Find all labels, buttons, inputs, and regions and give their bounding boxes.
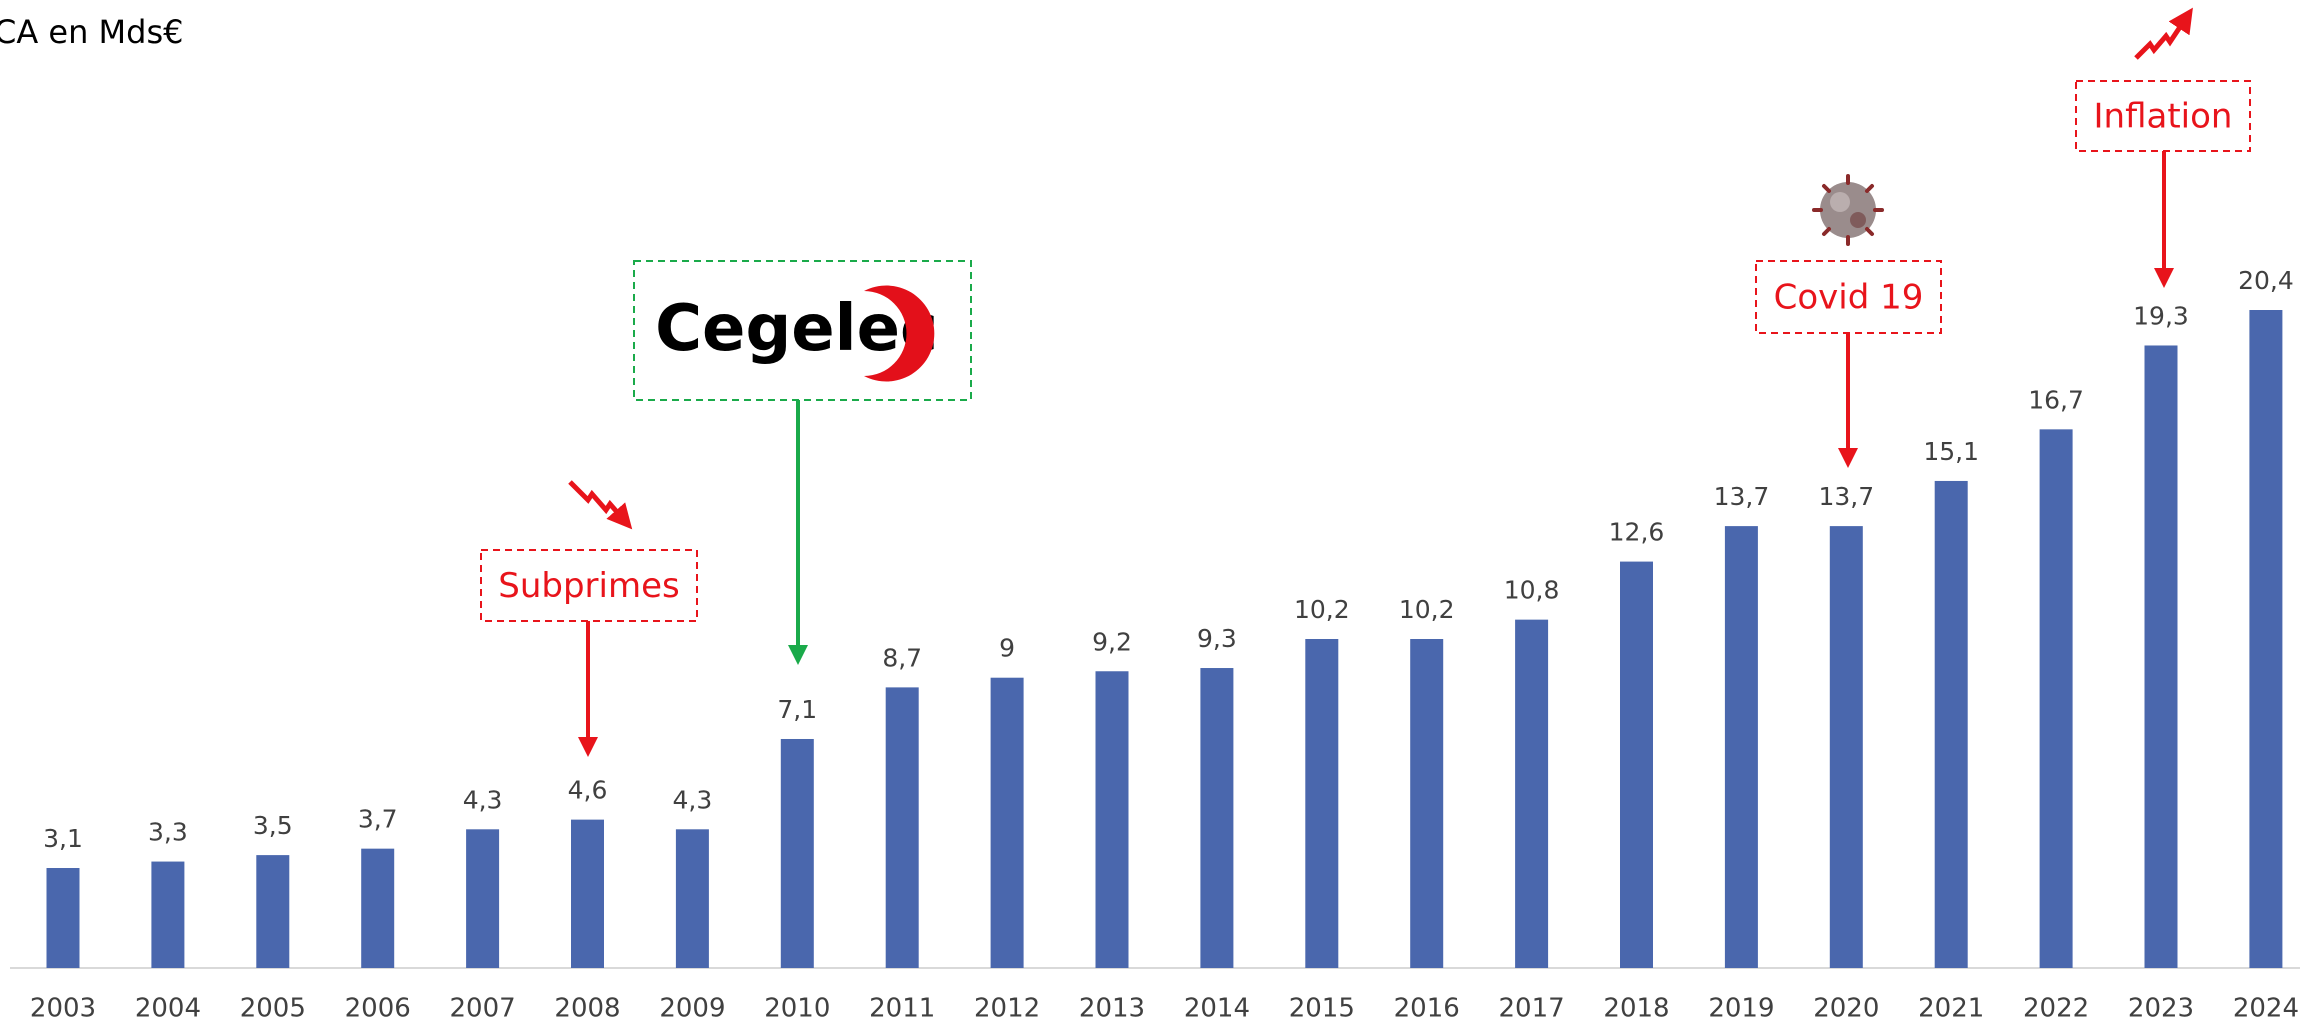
bar <box>1725 526 1758 968</box>
bar <box>1096 671 1129 968</box>
value-label: 4,3 <box>463 785 503 814</box>
bar <box>1935 481 1968 968</box>
value-label: 12,6 <box>1609 518 1665 547</box>
x-tick-label: 2019 <box>1708 994 1774 1023</box>
x-tick-label: 2013 <box>1079 994 1145 1023</box>
annotation-label: Covid 19 <box>1774 278 1924 318</box>
x-tick-label: 2020 <box>1813 994 1879 1023</box>
value-label: 4,6 <box>568 776 608 805</box>
value-label: 15,1 <box>1923 437 1979 466</box>
value-label: 9,2 <box>1092 627 1132 656</box>
bar <box>1515 620 1548 968</box>
bar <box>256 855 289 968</box>
x-tick-label: 2016 <box>1394 994 1460 1023</box>
value-label: 16,7 <box>2028 385 2084 414</box>
value-label: 13,7 <box>1714 482 1770 511</box>
bar <box>781 739 814 968</box>
value-label: 20,4 <box>2238 266 2294 295</box>
x-tick-label: 2022 <box>2023 994 2089 1023</box>
value-label: 13,7 <box>1818 482 1874 511</box>
x-tick-label: 2006 <box>345 994 411 1023</box>
bar <box>47 868 80 968</box>
bar <box>361 849 394 968</box>
chart: CA en Mds€ 3,1 2003 3,3 2004 3,5 2005 3,7 2006 4… <box>0 0 2300 1023</box>
bar <box>886 687 919 968</box>
value-label: 4,3 <box>673 785 713 814</box>
bar <box>151 862 184 968</box>
x-tick-label: 2018 <box>1603 994 1669 1023</box>
trend-up-icon <box>2136 18 2186 58</box>
bar <box>2249 310 2282 968</box>
x-tick-label: 2023 <box>2128 994 2194 1023</box>
value-label: 10,2 <box>1399 595 1455 624</box>
trend-down-icon <box>570 482 624 520</box>
bar <box>991 678 1024 968</box>
bar <box>2040 429 2073 968</box>
x-tick-label: 2003 <box>30 994 96 1023</box>
value-label: 7,1 <box>777 695 817 724</box>
x-tick-label: 2011 <box>869 994 935 1023</box>
bar <box>1305 639 1338 968</box>
x-tick-label: 2021 <box>1918 994 1984 1023</box>
value-label: 10,2 <box>1294 595 1350 624</box>
x-tick-label: 2010 <box>764 994 830 1023</box>
bar <box>1830 526 1863 968</box>
x-tick-label: 2024 <box>2233 994 2299 1023</box>
annotation-label: Subprimes <box>498 566 679 606</box>
chart-title: CA en Mds€ <box>0 13 184 51</box>
x-tick-label: 2005 <box>240 994 306 1023</box>
virus-icon <box>1814 176 1882 244</box>
bar <box>1620 562 1653 968</box>
bar <box>571 820 604 968</box>
x-tick-label: 2007 <box>450 994 516 1023</box>
x-tick-label: 2008 <box>554 994 620 1023</box>
bar <box>1410 639 1443 968</box>
x-tick-label: 2004 <box>135 994 201 1023</box>
annotation-label: Inflation <box>2094 97 2233 137</box>
value-label: 3,5 <box>253 811 293 840</box>
bar <box>676 829 709 968</box>
value-label: 9,3 <box>1197 624 1237 653</box>
value-label: 3,3 <box>148 818 188 847</box>
bar <box>466 829 499 968</box>
x-tick-label: 2015 <box>1289 994 1355 1023</box>
value-label: 10,8 <box>1504 576 1560 605</box>
x-tick-label: 2014 <box>1184 994 1250 1023</box>
value-label: 3,1 <box>43 824 83 853</box>
x-tick-label: 2012 <box>974 994 1040 1023</box>
value-label: 8,7 <box>882 643 922 672</box>
value-label: 3,7 <box>358 805 398 834</box>
value-label: 9 <box>999 634 1015 663</box>
bar <box>1200 668 1233 968</box>
x-tick-label: 2009 <box>659 994 725 1023</box>
value-label: 19,3 <box>2133 301 2189 330</box>
x-tick-label: 2017 <box>1499 994 1565 1023</box>
bar <box>2145 345 2178 968</box>
